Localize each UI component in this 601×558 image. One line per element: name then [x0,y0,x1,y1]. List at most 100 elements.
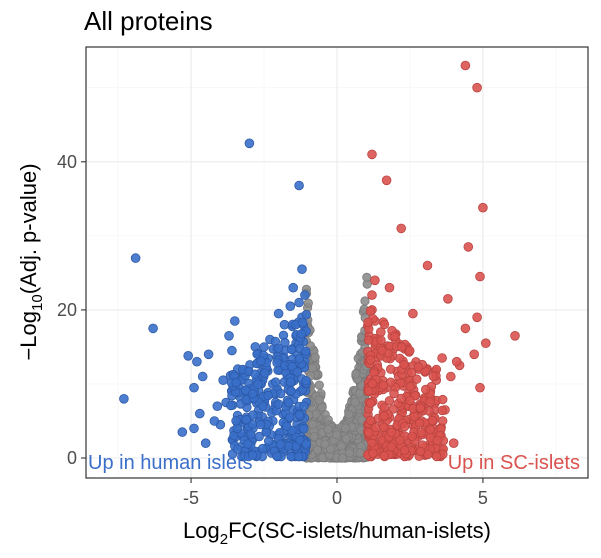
data-point [415,446,426,457]
data-point [377,345,387,356]
data-point [130,253,141,263]
data-point [226,400,236,411]
data-point [282,421,292,431]
data-point [364,428,374,438]
data-point [273,308,284,319]
data-point [396,393,406,404]
ns-point [350,397,360,407]
data-point [425,425,436,435]
data-point [148,323,158,334]
data-point [416,428,427,438]
data-point [248,410,258,420]
ns-point [341,434,351,444]
data-point [399,445,410,456]
ns-point [351,369,361,379]
data-point [276,388,286,399]
y-tick-label: 40 [57,152,77,172]
data-point [263,390,273,401]
data-point [288,282,299,293]
data-point [284,397,294,408]
ns-point [323,424,333,434]
data-point [301,439,311,449]
data-point [294,410,305,420]
data-point [275,439,286,449]
data-point [389,388,399,399]
data-point [285,412,295,423]
x-tick-label: -5 [183,488,199,508]
data-point [448,438,459,449]
data-point [270,377,281,387]
data-point [428,371,439,382]
data-point [258,401,268,411]
data-point [367,290,377,300]
data-point [384,282,395,293]
chart-title: All proteins [84,6,213,36]
data-point [460,60,471,71]
data-point [414,418,425,428]
data-point [363,335,374,345]
data-point [230,316,240,326]
data-point [472,312,482,323]
data-point [296,329,307,339]
data-point [279,319,290,330]
data-point [285,377,296,387]
data-point [218,375,229,386]
data-point [368,448,378,459]
data-point [421,384,431,395]
data-point [294,180,304,191]
data-point [200,438,211,449]
y-axis-title: −Log10(Adj. p-value) [16,163,46,360]
data-point [451,356,462,367]
data-point [286,386,296,396]
data-point [386,427,397,437]
data-point [253,379,263,389]
data-point [510,330,520,341]
ns-point [320,439,330,449]
ns-point [312,445,322,455]
data-point [250,369,260,379]
data-point [422,260,433,271]
data-point [475,271,485,282]
data-point [255,419,266,430]
data-point [189,423,199,434]
ns-point [332,430,342,440]
ns-point [337,453,348,463]
data-point [425,397,435,407]
data-point [232,423,242,434]
ns-point [314,380,324,390]
data-point [396,223,407,234]
data-point [264,436,274,446]
y-tick-label: 20 [57,300,77,320]
data-point [427,415,438,426]
data-point [379,319,390,330]
ns-point [344,409,354,419]
data-point [367,378,378,389]
data-point [247,450,258,460]
data-point [247,389,258,399]
data-point [301,310,312,320]
ns-point [355,388,365,398]
data-point [244,138,255,149]
annotation-up-in-sc-islets: Up in SC-islets [448,452,580,474]
data-point [405,381,416,392]
data-point [189,382,199,393]
data-point [231,377,241,388]
data-point [209,416,220,426]
data-point [212,401,223,412]
ns-point [345,448,355,458]
data-point [405,395,415,406]
data-point [379,411,389,421]
data-point [203,349,214,360]
data-point [363,317,373,328]
data-point [197,371,208,382]
data-point [469,349,480,360]
data-point [232,444,243,454]
data-point [195,408,205,419]
data-point [432,451,442,462]
data-point [478,202,488,213]
ns-point [355,448,365,458]
ns-point [314,395,324,405]
data-point [413,362,424,372]
data-point [365,306,376,316]
data-point [365,355,376,365]
